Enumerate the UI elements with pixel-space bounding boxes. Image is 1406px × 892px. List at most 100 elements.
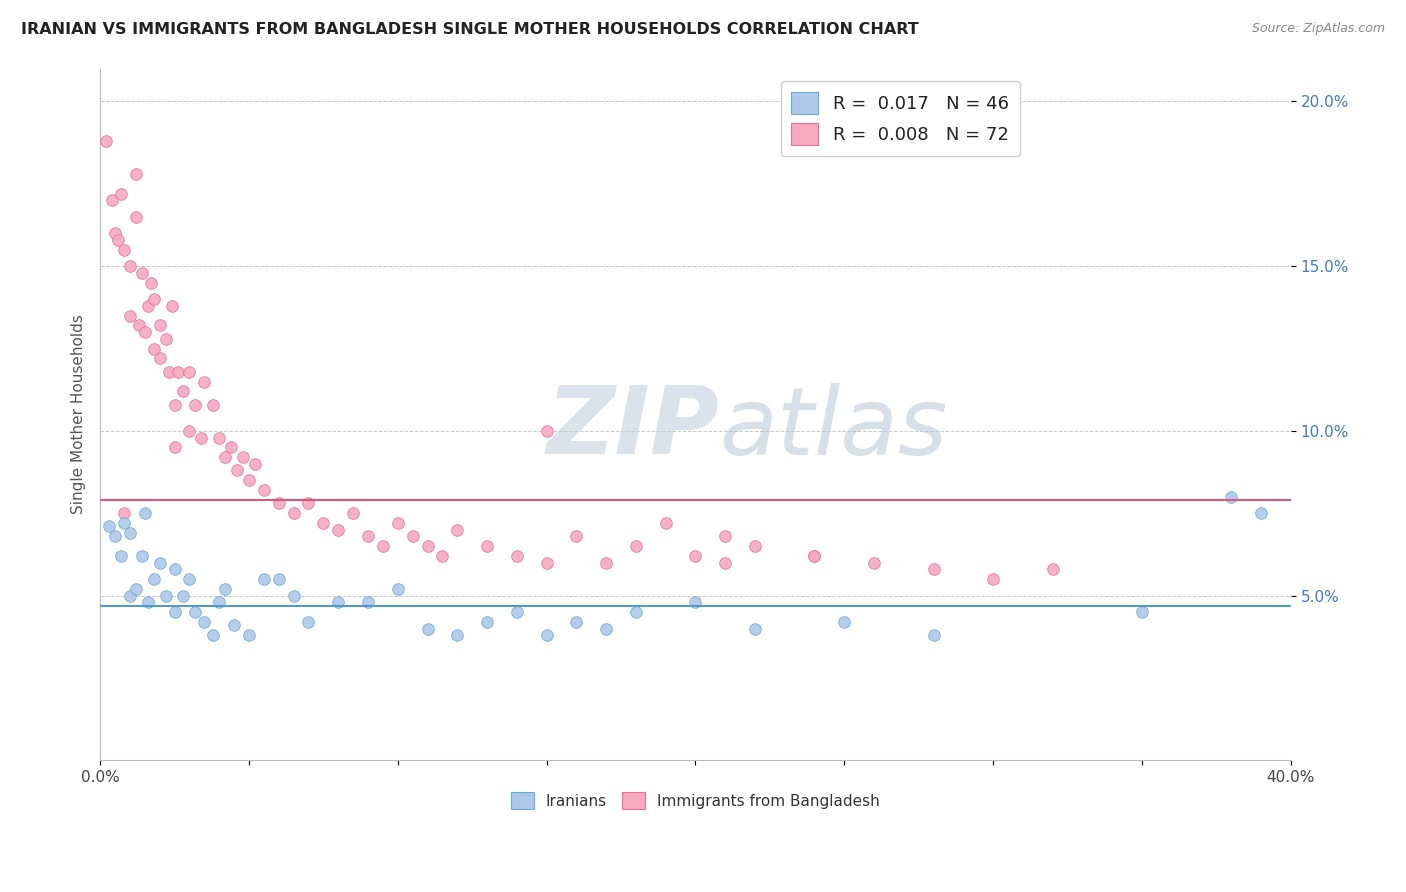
- Point: [179, 424, 201, 438]
- Point: [357, 529, 380, 543]
- Point: [110, 186, 132, 201]
- Point: [595, 622, 617, 636]
- Point: [163, 441, 186, 455]
- Point: [202, 628, 225, 642]
- Point: [125, 210, 148, 224]
- Point: [342, 506, 364, 520]
- Point: [506, 549, 529, 563]
- Point: [536, 424, 558, 438]
- Point: [214, 450, 236, 465]
- Point: [922, 562, 945, 576]
- Point: [536, 628, 558, 642]
- Text: Source: ZipAtlas.com: Source: ZipAtlas.com: [1251, 22, 1385, 36]
- Point: [328, 595, 350, 609]
- Point: [714, 529, 737, 543]
- Text: IRANIAN VS IMMIGRANTS FROM BANGLADESH SINGLE MOTHER HOUSEHOLDS CORRELATION CHART: IRANIAN VS IMMIGRANTS FROM BANGLADESH SI…: [21, 22, 920, 37]
- Point: [125, 167, 148, 181]
- Point: [357, 595, 380, 609]
- Point: [142, 342, 165, 356]
- Point: [149, 351, 172, 366]
- Point: [243, 457, 266, 471]
- Point: [184, 398, 207, 412]
- Point: [595, 556, 617, 570]
- Point: [685, 549, 707, 563]
- Legend: Iranians, Immigrants from Bangladesh: Iranians, Immigrants from Bangladesh: [505, 786, 886, 815]
- Point: [416, 622, 439, 636]
- Point: [238, 474, 260, 488]
- Point: [981, 572, 1004, 586]
- Point: [832, 615, 855, 629]
- Point: [536, 556, 558, 570]
- Point: [446, 628, 468, 642]
- Point: [94, 134, 117, 148]
- Point: [1250, 506, 1272, 520]
- Point: [149, 318, 172, 333]
- Point: [104, 226, 127, 240]
- Point: [149, 556, 172, 570]
- Point: [184, 605, 207, 619]
- Point: [1042, 562, 1064, 576]
- Point: [118, 309, 141, 323]
- Point: [654, 516, 676, 531]
- Point: [139, 276, 162, 290]
- Point: [190, 430, 212, 444]
- Point: [253, 483, 276, 498]
- Point: [267, 496, 290, 510]
- Point: [226, 463, 249, 477]
- Text: ZIP: ZIP: [547, 383, 720, 475]
- Point: [803, 549, 825, 563]
- Point: [136, 299, 159, 313]
- Point: [297, 496, 319, 510]
- Point: [283, 589, 305, 603]
- Point: [172, 384, 194, 399]
- Point: [104, 529, 127, 543]
- Point: [253, 572, 276, 586]
- Point: [142, 572, 165, 586]
- Y-axis label: Single Mother Households: Single Mother Households: [72, 315, 86, 515]
- Point: [312, 516, 335, 531]
- Point: [172, 589, 194, 603]
- Point: [208, 430, 231, 444]
- Point: [387, 516, 409, 531]
- Point: [863, 556, 886, 570]
- Point: [283, 506, 305, 520]
- Point: [624, 605, 647, 619]
- Point: [157, 365, 180, 379]
- Point: [155, 589, 177, 603]
- Point: [475, 539, 498, 553]
- Point: [163, 605, 186, 619]
- Point: [166, 365, 188, 379]
- Point: [432, 549, 454, 563]
- Point: [118, 259, 141, 273]
- Point: [387, 582, 409, 596]
- Point: [208, 595, 231, 609]
- Point: [685, 595, 707, 609]
- Point: [179, 365, 201, 379]
- Point: [744, 622, 766, 636]
- Point: [179, 572, 201, 586]
- Point: [922, 628, 945, 642]
- Point: [112, 516, 135, 531]
- Point: [110, 549, 132, 563]
- Point: [744, 539, 766, 553]
- Point: [163, 562, 186, 576]
- Text: atlas: atlas: [720, 383, 948, 474]
- Point: [107, 233, 129, 247]
- Point: [371, 539, 394, 553]
- Point: [101, 194, 124, 208]
- Point: [446, 523, 468, 537]
- Point: [297, 615, 319, 629]
- Point: [214, 582, 236, 596]
- Point: [193, 615, 215, 629]
- Point: [506, 605, 529, 619]
- Point: [125, 582, 148, 596]
- Point: [475, 615, 498, 629]
- Point: [416, 539, 439, 553]
- Point: [118, 589, 141, 603]
- Point: [118, 526, 141, 541]
- Point: [202, 398, 225, 412]
- Point: [565, 529, 588, 543]
- Point: [98, 519, 121, 533]
- Point: [136, 595, 159, 609]
- Point: [401, 529, 423, 543]
